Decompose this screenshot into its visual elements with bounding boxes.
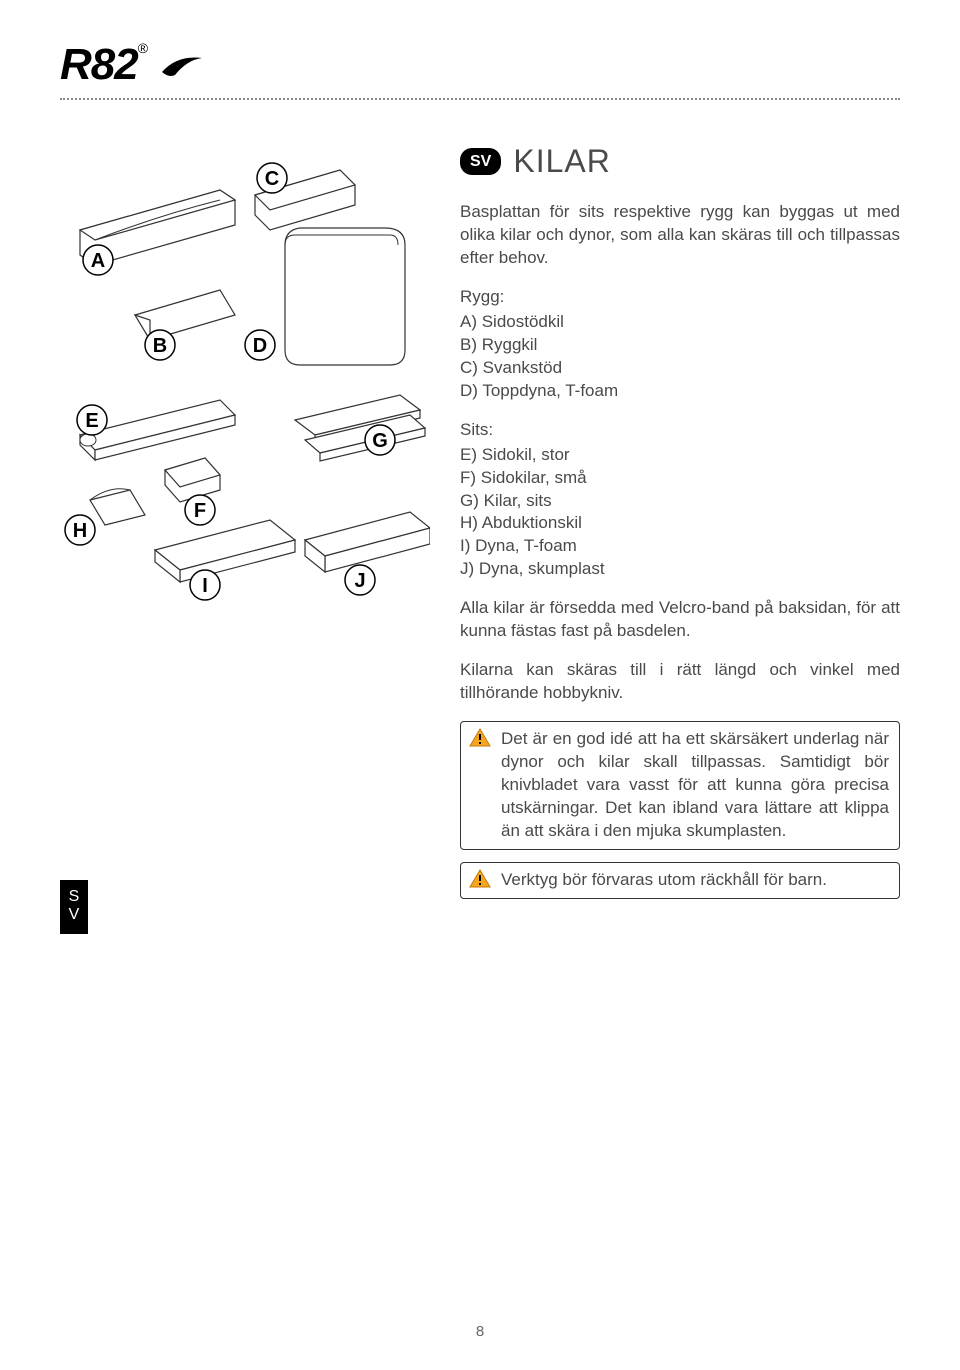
warning-icon: [469, 728, 491, 748]
language-badge: SV: [460, 148, 501, 176]
logo: R82®: [60, 40, 900, 90]
svg-text:B: B: [153, 335, 167, 357]
svg-text:H: H: [73, 520, 87, 542]
seat-list: E) Sidokil, stor F) Sidokilar, små G) Ki…: [460, 444, 900, 582]
part-i: [155, 520, 295, 582]
list-item: D) Toppdyna, T-foam: [460, 380, 900, 403]
warning-box-1: Det är en god idé att ha ett skärsäkert …: [460, 721, 900, 850]
velcro-note: Alla kilar är försedda med Velcro-band p…: [460, 597, 900, 643]
warning-text-1: Det är en god idé att ha ett skärsäkert …: [501, 728, 889, 843]
list-item: G) Kilar, sits: [460, 490, 900, 513]
logo-text: R82®: [60, 40, 147, 90]
svg-text:C: C: [265, 168, 279, 190]
list-item: C) Svankstöd: [460, 357, 900, 380]
cut-note: Kilarna kan skäras till i rätt längd och…: [460, 659, 900, 705]
part-g: [295, 395, 425, 461]
part-b: [135, 290, 235, 340]
list-item: E) Sidokil, stor: [460, 444, 900, 467]
diagram-column: A B C: [60, 140, 430, 911]
page-title: KILAR: [513, 140, 610, 183]
part-j: [305, 512, 430, 572]
part-f: [165, 458, 220, 502]
seat-section-label: Sits:: [460, 419, 900, 442]
wedges-diagram: A B C: [60, 140, 430, 610]
svg-text:E: E: [85, 410, 98, 432]
warning-box-2: Verktyg bör förvaras utom räckhåll för b…: [460, 862, 900, 899]
svg-text:D: D: [253, 335, 267, 357]
back-list: A) Sidostödkil B) Ryggkil C) Svankstöd D…: [460, 311, 900, 403]
warning-icon: [469, 869, 491, 889]
list-item: F) Sidokilar, små: [460, 467, 900, 490]
intro-paragraph: Basplattan för sits respektive rygg kan …: [460, 201, 900, 270]
text-column: SV KILAR Basplattan för sits respektive …: [460, 140, 900, 911]
list-item: B) Ryggkil: [460, 334, 900, 357]
page-number: 8: [0, 1323, 960, 1340]
svg-text:I: I: [202, 575, 208, 597]
part-d: [285, 228, 405, 365]
svg-text:G: G: [372, 430, 388, 452]
side-tab: S V: [60, 880, 88, 934]
svg-text:F: F: [194, 500, 206, 522]
warning-text-2: Verktyg bör förvaras utom räckhåll för b…: [501, 869, 889, 892]
list-item: I) Dyna, T-foam: [460, 535, 900, 558]
svg-text:J: J: [354, 570, 365, 592]
part-h: [90, 489, 145, 525]
divider: [60, 98, 900, 100]
list-item: A) Sidostödkil: [460, 311, 900, 334]
list-item: H) Abduktionskil: [460, 512, 900, 535]
svg-text:A: A: [91, 250, 105, 272]
list-item: J) Dyna, skumplast: [460, 558, 900, 581]
logo-swoosh-icon: [157, 50, 207, 80]
back-section-label: Rygg:: [460, 286, 900, 309]
